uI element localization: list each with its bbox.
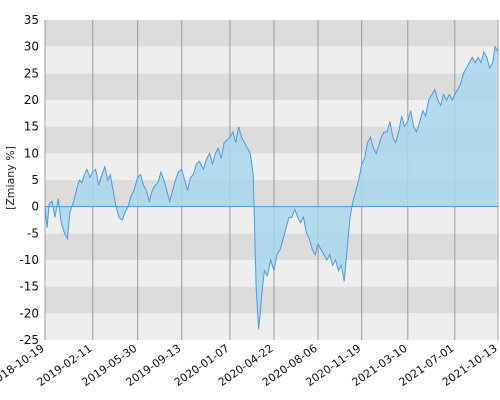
grid-band (45, 286, 498, 314)
y-tick-label: 10 (24, 146, 39, 160)
y-tick-label: -25 (19, 333, 39, 347)
y-tick-label: 25 (24, 66, 39, 80)
y-tick-label: -20 (19, 306, 39, 320)
y-tick-label: 35 (24, 13, 39, 27)
y-axis-ticks: 35 30 25 20 15 10 5 0 -5 -10 -15 -20 -25 (19, 13, 39, 347)
y-tick-label: -15 (19, 280, 39, 294)
y-tick-label: -5 (27, 226, 39, 240)
y-axis-label: [Zmiany %] (4, 146, 17, 210)
grid-band (45, 260, 498, 287)
series-area-fill (45, 46, 498, 330)
series-line (44, 45, 499, 330)
x-axis-ticks: 2018-10-192019-02-112019-05-302019-09-13… (0, 342, 500, 389)
grid-band (45, 313, 498, 340)
y-tick-label: 5 (31, 173, 39, 187)
y-tick-label: 20 (24, 93, 39, 107)
y-tick-label: 15 (24, 120, 39, 134)
y-tick-label: 30 (24, 40, 39, 54)
grid-band (45, 20, 498, 47)
grid-band (45, 73, 498, 100)
vertical-gridlines (44, 20, 499, 340)
grid-band (45, 46, 498, 74)
y-tick-label: -10 (19, 253, 39, 267)
area-series-layer (44, 45, 499, 330)
y-tick-label: 0 (31, 200, 39, 214)
